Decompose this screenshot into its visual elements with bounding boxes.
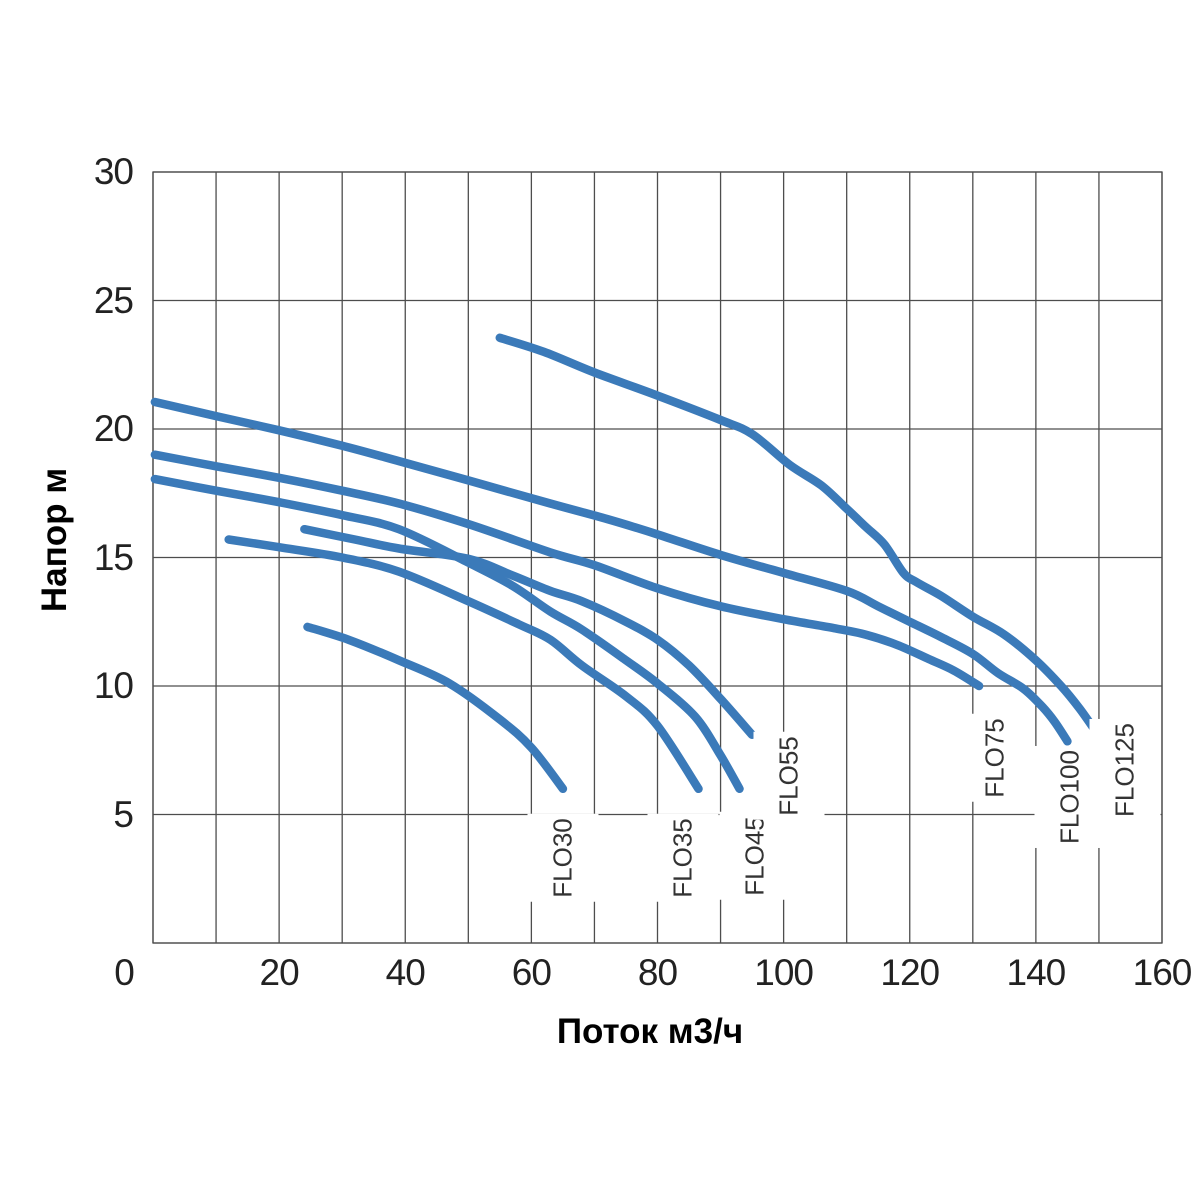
curve-label-FLO35: FLO35 bbox=[647, 814, 719, 902]
y-tick-label: 5 bbox=[113, 793, 134, 835]
curve-label-FLO75: FLO75 bbox=[959, 714, 1031, 802]
plot-border bbox=[152, 171, 1163, 944]
curve-label-FLO30: FLO30 bbox=[527, 814, 599, 902]
y-tick-label: 30 bbox=[93, 151, 134, 192]
x-tick-label: 60 bbox=[511, 952, 552, 993]
curve-label-FLO55: FLO55 bbox=[753, 732, 825, 820]
x-tick-label: 140 bbox=[1006, 952, 1067, 993]
curve-FLO100 bbox=[150, 397, 1072, 746]
curve-label-FLO125: FLO125 bbox=[1089, 719, 1161, 821]
curve-FLO35 bbox=[224, 535, 703, 794]
curve-FLO45 bbox=[150, 474, 744, 794]
x-tick-label: 0 bbox=[114, 952, 135, 993]
y-tick-label: 20 bbox=[93, 408, 134, 449]
curve-label-FLO45: FLO45 bbox=[719, 812, 791, 900]
x-tick-label: 160 bbox=[1132, 952, 1193, 993]
y-axis-title: Напор м bbox=[35, 467, 74, 613]
curve-FLO75 bbox=[150, 450, 984, 691]
x-tick-label: 100 bbox=[754, 952, 814, 993]
x-tick-label: 120 bbox=[880, 952, 940, 993]
curve-FLO125 bbox=[495, 333, 1104, 741]
x-tick-label: 40 bbox=[385, 952, 426, 993]
x-tick-label: 20 bbox=[259, 952, 300, 993]
x-tick-label: 80 bbox=[637, 952, 678, 993]
curve-FLO30 bbox=[303, 622, 568, 794]
curve-FLO55 bbox=[300, 524, 757, 740]
y-tick-label: 10 bbox=[93, 665, 134, 706]
y-tick-label: 15 bbox=[93, 536, 134, 578]
y-tick-label: 25 bbox=[93, 279, 134, 321]
x-axis-title: Поток м3/ч bbox=[556, 1012, 744, 1051]
